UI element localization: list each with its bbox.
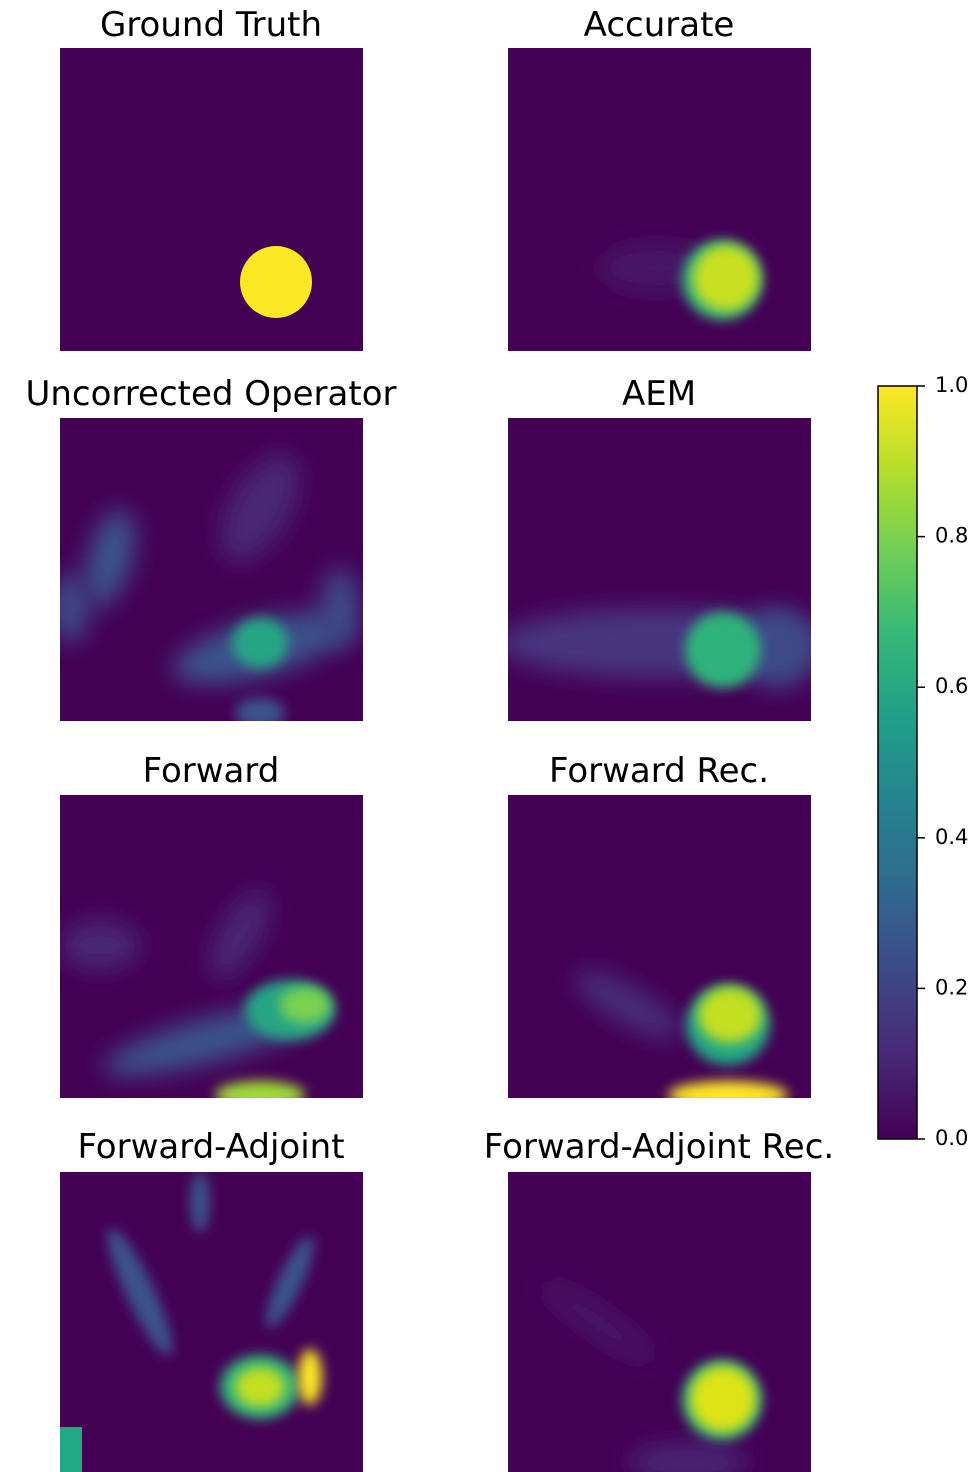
panel-title: Forward-Adjoint Rec. <box>484 1127 834 1167</box>
panel-title: AEM <box>622 374 696 414</box>
colorbar-tick-label: 1.0 <box>935 373 968 397</box>
colorbar-tick-label: 0.6 <box>935 674 968 698</box>
colorbar-tick-label: 0.4 <box>935 825 968 849</box>
image-panel <box>60 795 363 1098</box>
image-panel <box>508 1172 811 1472</box>
image-panel <box>60 1172 363 1472</box>
image-panel <box>508 418 811 721</box>
image-panel <box>508 48 811 351</box>
panel-title: Forward Rec. <box>549 751 769 791</box>
image-panel <box>60 48 363 351</box>
colorbar-tick-label: 0.8 <box>935 524 968 548</box>
colorbar: 0.0 0.2 0.4 0.6 0.8 1.0 <box>877 373 968 1150</box>
image-panel <box>60 418 363 721</box>
panel-title: Accurate <box>584 5 735 45</box>
panel-title: Forward <box>143 751 280 791</box>
panel-title: Uncorrected Operator <box>26 374 397 414</box>
colorbar-fill <box>877 385 918 1140</box>
panel-title: Ground Truth <box>100 5 322 45</box>
image-panel <box>508 795 811 1098</box>
colorbar-tick-label: 0.0 <box>935 1126 968 1150</box>
panel-title: Forward-Adjoint <box>77 1127 344 1167</box>
colorbar-tick-label: 0.2 <box>935 975 968 999</box>
